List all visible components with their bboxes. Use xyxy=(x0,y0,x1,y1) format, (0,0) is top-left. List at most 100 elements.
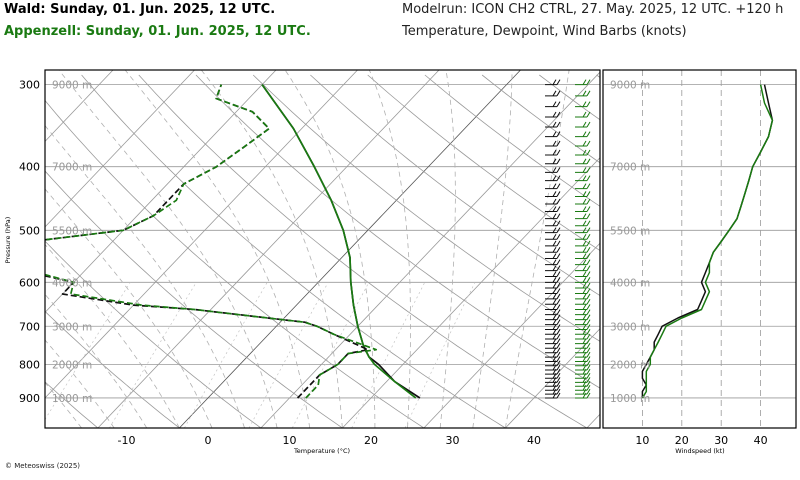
wind-barb-wald xyxy=(545,149,561,156)
dry-adiabat-line xyxy=(367,74,600,252)
wind-barb-appenzell xyxy=(575,329,591,335)
pressure-tick-label: 300 xyxy=(19,79,40,92)
skew-t-background xyxy=(45,70,800,428)
pressure-tick-label: 400 xyxy=(19,161,40,174)
temperature-tick-label: 20 xyxy=(364,434,378,447)
wind-barb-appenzell xyxy=(575,234,591,240)
wind-barb-wald xyxy=(545,227,561,234)
windspeed-axes: 10 20 30 40 9000 m 7000 m 5500 m 4000 m 3000 m 20… xyxy=(610,80,768,455)
wind-barb-wald xyxy=(545,347,561,354)
wind-barb-wald xyxy=(545,198,561,205)
pressure-tick-label: 600 xyxy=(19,276,40,289)
pressure-axis-label: Pressure (hPa) xyxy=(4,217,12,264)
mixing-ratio-line xyxy=(291,282,370,428)
windspeed-height-label: 9000 m xyxy=(610,80,650,92)
wind-barb-appenzell xyxy=(575,121,591,128)
temperature-line-appenzell xyxy=(261,84,417,399)
dry-adiabat-line xyxy=(195,74,600,389)
windspeed-frame xyxy=(602,69,797,429)
wind-barb-appenzell xyxy=(575,131,591,138)
wind-barb-appenzell xyxy=(575,90,591,97)
wind-barb-wald xyxy=(545,79,561,86)
wind-barb-appenzell xyxy=(575,265,591,272)
temperature-tick-label: 40 xyxy=(527,434,541,447)
dry-adiabat-line xyxy=(252,74,600,342)
wind-barb-appenzell xyxy=(575,198,591,205)
dry-adiabat-line xyxy=(138,74,588,428)
mixing-ratio-line xyxy=(351,282,426,428)
wind-barb-wald xyxy=(545,220,561,227)
wind-barb-wald xyxy=(545,329,561,335)
dewpoint-line-appenzell xyxy=(45,84,378,399)
wind-barb-wald xyxy=(545,191,561,197)
height-label: 2000 m xyxy=(52,359,92,371)
moist-adiabat-line xyxy=(200,70,343,428)
windspeed-height-label: 7000 m xyxy=(610,162,650,174)
wind-barb-wald xyxy=(545,111,561,118)
dry-adiabat-line xyxy=(768,75,800,428)
wind-barb-appenzell xyxy=(575,314,591,321)
height-label: 9000 m xyxy=(52,80,92,92)
mixing-ratio-line xyxy=(404,282,476,428)
isotherm-line xyxy=(342,157,600,428)
wind-barb-appenzell xyxy=(575,149,591,156)
mixing-ratio-line xyxy=(109,282,197,428)
wind-barb-wald xyxy=(545,253,561,260)
temperature-tick-label: -10 xyxy=(118,434,136,447)
moist-adiabat-line xyxy=(45,188,213,428)
wind-barbs xyxy=(545,79,591,399)
wind-barb-wald xyxy=(545,319,561,326)
wind-barb-wald xyxy=(545,304,561,310)
moist-adiabat-line xyxy=(45,124,245,428)
station-title-wald: Wald: Sunday, 01. Jun. 2025, 12 UTC. xyxy=(4,2,276,17)
copyright-label: © Meteoswiss (2025) xyxy=(5,462,81,470)
wind-barb-wald xyxy=(545,271,561,278)
windspeed-background xyxy=(603,70,796,428)
wind-barb-wald xyxy=(545,293,561,300)
windspeed-line-wald xyxy=(641,84,774,398)
wind-barb-appenzell xyxy=(575,293,591,300)
windspeed-tick-label: 40 xyxy=(754,434,768,447)
windspeed-tick-label: 20 xyxy=(675,434,689,447)
moist-adiabat-line xyxy=(505,70,570,428)
wind-barb-appenzell xyxy=(575,111,591,118)
windspeed-axis-label: Windspeed (kt) xyxy=(675,447,724,455)
wind-barb-wald xyxy=(545,140,561,147)
temperature-tick-label: 10 xyxy=(283,434,297,447)
wind-barb-wald xyxy=(545,299,561,305)
wind-barb-wald xyxy=(545,259,561,266)
wind-barb-wald xyxy=(545,342,561,349)
isotherm-line xyxy=(179,70,521,428)
moist-adiabat-line xyxy=(45,243,180,428)
wind-barb-appenzell xyxy=(575,240,591,247)
model-run-label: Modelrun: ICON CH2 CTRL, 27. May. 2025, … xyxy=(402,2,784,17)
skew-t-series xyxy=(45,84,421,399)
wind-barb-appenzell xyxy=(575,342,591,349)
wind-barb-appenzell xyxy=(575,351,591,358)
wind-barb-wald xyxy=(545,247,561,253)
isotherm-line xyxy=(586,413,600,428)
wind-barb-appenzell xyxy=(575,288,591,294)
moist-adiabat-line xyxy=(368,70,411,428)
wind-barb-appenzell xyxy=(575,277,591,283)
windspeed-height-label: 5500 m xyxy=(610,225,650,237)
wind-barb-wald xyxy=(545,314,561,321)
wind-barb-wald xyxy=(545,158,561,165)
temperature-line-wald xyxy=(261,84,421,399)
windspeed-height-label: 2000 m xyxy=(610,359,650,371)
moist-adiabat-line xyxy=(58,70,278,428)
dry-adiabat-line xyxy=(481,74,600,164)
wind-barb-wald xyxy=(545,282,561,289)
wind-barb-wald xyxy=(545,234,561,240)
isotherm-line xyxy=(45,70,358,399)
wind-barb-appenzell xyxy=(575,227,591,234)
wind-barb-appenzell xyxy=(575,259,591,266)
temperature-axis-label: Temperature (°C) xyxy=(293,447,350,455)
moist-adiabat-line xyxy=(45,339,115,428)
wind-barb-appenzell xyxy=(575,191,591,197)
wind-barb-appenzell xyxy=(575,158,591,165)
wind-barb-appenzell xyxy=(575,183,591,190)
wind-barb-appenzell xyxy=(575,309,591,316)
